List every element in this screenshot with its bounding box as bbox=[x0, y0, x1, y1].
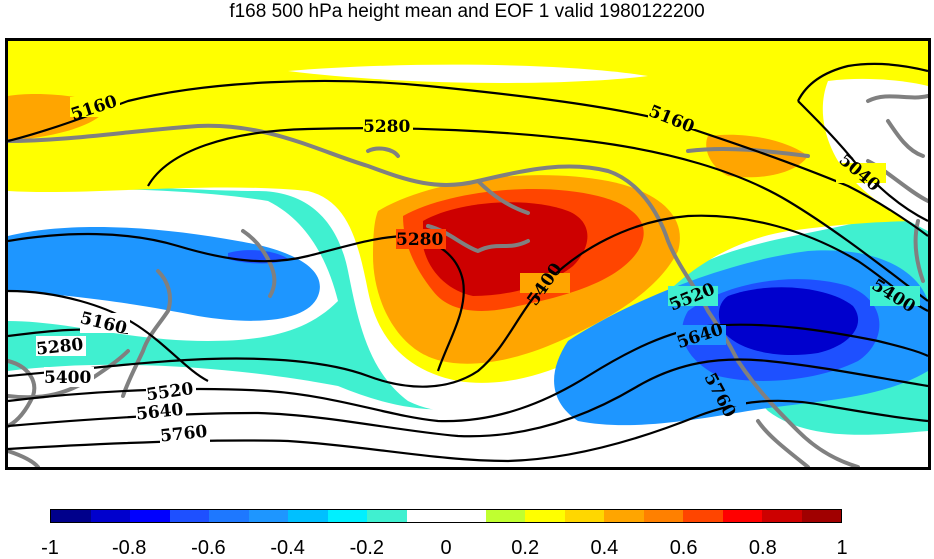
colorbar-cell bbox=[722, 510, 762, 522]
colorbar-cell bbox=[90, 510, 130, 522]
coastlines bbox=[8, 94, 928, 467]
colorbar-tick-label: 1 bbox=[836, 537, 848, 559]
colorbar-cell bbox=[801, 510, 841, 522]
white-patch-right bbox=[822, 78, 928, 232]
colorbar-tick-label: -0.4 bbox=[270, 537, 305, 559]
contour-5760 bbox=[8, 399, 928, 463]
contour-label: 5760 bbox=[159, 422, 208, 447]
colorbar-tick-label: -0.6 bbox=[191, 537, 226, 559]
contour-5280-north bbox=[147, 127, 928, 302]
colorbar-tick-label: 0.6 bbox=[669, 537, 698, 559]
contour-5520 bbox=[8, 323, 928, 423]
contour-5640 bbox=[8, 358, 928, 438]
map-svg: 5160 5280 5160 5040 5280 5400 5520 5640 … bbox=[8, 41, 928, 467]
colorbar-cell bbox=[288, 510, 328, 522]
colorbar-cell bbox=[51, 510, 91, 522]
colorbar-tick-label: -1 bbox=[41, 537, 59, 559]
colorbar-cell bbox=[446, 510, 486, 522]
colorbar-cell bbox=[327, 510, 367, 522]
map-panel: 5160 5280 5160 5040 5280 5400 5520 5640 … bbox=[5, 38, 931, 470]
white-patch-top bbox=[288, 64, 648, 83]
red-core bbox=[423, 202, 588, 296]
colorbar-tick-label: 0 bbox=[440, 537, 452, 559]
colorbar-cell bbox=[209, 510, 249, 522]
plot-title: f168 500 hPa height mean and EOF 1 valid… bbox=[229, 1, 705, 22]
orange-patch-northeast bbox=[706, 134, 808, 178]
dark-blue-core-east bbox=[718, 287, 859, 355]
colorbar-tick-label: -0.8 bbox=[111, 537, 147, 559]
colorbar-cell bbox=[643, 510, 683, 522]
colorbar bbox=[50, 509, 842, 523]
contour-5280-south bbox=[8, 232, 465, 372]
colorbar-cell bbox=[683, 510, 723, 522]
colorbar-cell bbox=[248, 510, 288, 522]
colorbar-cell bbox=[762, 510, 802, 522]
contour-label: 5280 bbox=[396, 230, 443, 250]
light-blue-core-west bbox=[8, 226, 320, 321]
contour-5400 bbox=[8, 214, 928, 388]
colorbar-tick-label: -0.2 bbox=[349, 537, 385, 559]
contour-label: 5280 bbox=[363, 117, 410, 137]
colorbar-tick-label: 0.8 bbox=[748, 537, 777, 559]
colorbar-cell bbox=[169, 510, 209, 522]
contour-label: 5640 bbox=[135, 400, 184, 425]
colorbar-cell bbox=[564, 510, 604, 522]
colorbar-cell bbox=[525, 510, 565, 522]
height-contours bbox=[8, 62, 928, 463]
contour-5160-west bbox=[8, 289, 209, 382]
contour-5160-north bbox=[8, 79, 928, 237]
contour-label: 5400 bbox=[44, 368, 91, 388]
colorbar-cell bbox=[485, 510, 525, 522]
colorbar-cell bbox=[406, 510, 446, 522]
contour-label: 5280 bbox=[35, 335, 84, 360]
colorbar-cell bbox=[367, 510, 407, 522]
colorbar-tick-label: 0.2 bbox=[511, 537, 540, 559]
colorbar-cell bbox=[130, 510, 170, 522]
colorbar-cell bbox=[604, 510, 644, 522]
colorbar-tick-label: 0.4 bbox=[590, 537, 619, 559]
